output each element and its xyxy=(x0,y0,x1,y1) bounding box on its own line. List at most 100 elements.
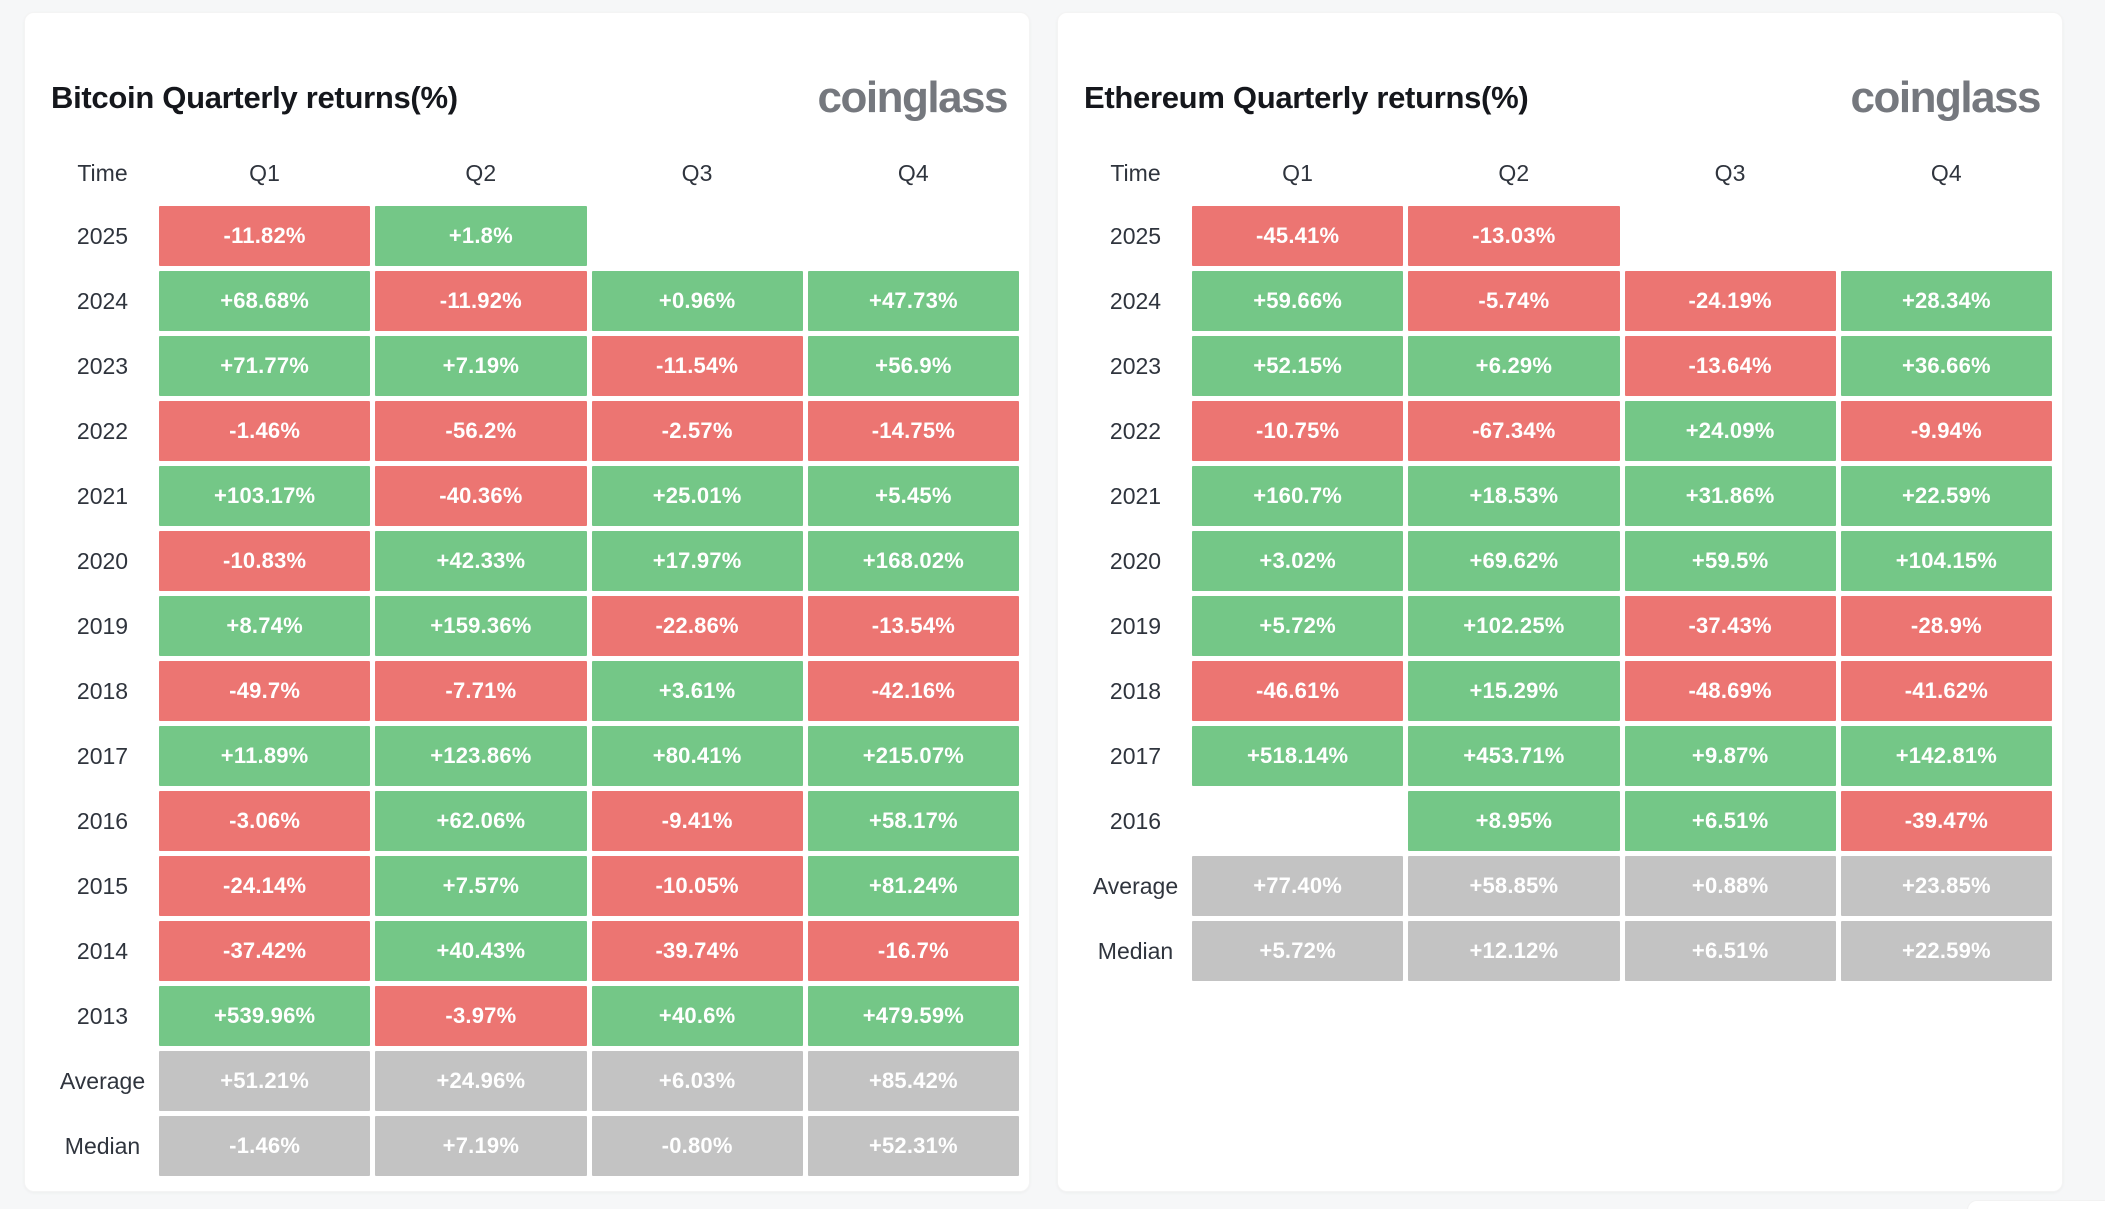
return-cell: -11.54% xyxy=(591,336,803,396)
row-label: 2024 xyxy=(76,287,129,314)
row-label: 2023 xyxy=(1109,352,1162,379)
return-cell: -39.47% xyxy=(1840,791,2052,851)
quarter-column-header: Q4 xyxy=(897,160,929,186)
return-cell: +24.09% xyxy=(1624,401,1836,461)
return-cell: +68.68% xyxy=(159,271,371,331)
empty-cell xyxy=(1192,791,1403,851)
return-cell: +31.86% xyxy=(1624,466,1836,526)
returns-table: Time Q1 Q2 Q3 Q4 2025 -45.41% -13.03% 2024 +59.66… xyxy=(1084,160,2052,986)
return-cell: +1.8% xyxy=(375,206,587,266)
header-row: Time Q1 Q2 Q3 Q4 xyxy=(51,160,1019,186)
return-cell: -7.71% xyxy=(375,661,587,721)
return-cell: -13.54% xyxy=(807,596,1019,656)
return-cell: +102.25% xyxy=(1408,596,1620,656)
return-cell: +58.17% xyxy=(807,791,1019,851)
quarter-column-header: Q3 xyxy=(681,160,713,186)
empty-cell xyxy=(808,206,1019,266)
empty-cell xyxy=(592,206,803,266)
return-cell: -48.69% xyxy=(1624,661,1836,721)
table-row: 2023 +71.77% +7.19% -11.54% +56.9% xyxy=(51,336,1019,396)
return-cell: -10.05% xyxy=(591,856,803,916)
returns-table: Time Q1 Q2 Q3 Q4 2025 -11.82% +1.8% 2024 +68.68% -… xyxy=(51,160,1019,1181)
return-cell: -9.94% xyxy=(1840,401,2052,461)
row-label: 2024 xyxy=(1109,287,1162,314)
row-label: Median xyxy=(64,1132,141,1159)
table-row: 2020 -10.83% +42.33% +17.97% +168.02% xyxy=(51,531,1019,591)
coinglass-logo: coinglass xyxy=(1850,73,2042,122)
return-cell: +8.74% xyxy=(159,596,371,656)
return-cell: +7.19% xyxy=(375,1116,587,1176)
row-label: Average xyxy=(1092,872,1179,899)
row-label: 2015 xyxy=(76,872,129,899)
return-cell: +103.17% xyxy=(159,466,371,526)
quarter-column-header: Q4 xyxy=(1930,160,1962,186)
table-row: 2022 -10.75% -67.34% +24.09% -9.94% xyxy=(1084,401,2052,461)
table-row: 2021 +160.7% +18.53% +31.86% +22.59% xyxy=(1084,466,2052,526)
row-label: 2022 xyxy=(76,417,129,444)
return-cell: -67.34% xyxy=(1408,401,1620,461)
row-label: 2022 xyxy=(1109,417,1162,444)
return-cell: -1.46% xyxy=(159,1116,371,1176)
return-cell: -3.97% xyxy=(375,986,587,1046)
table-row: 2021 +103.17% -40.36% +25.01% +5.45% xyxy=(51,466,1019,526)
row-label: 2016 xyxy=(1109,807,1162,834)
return-cell: -11.82% xyxy=(159,206,371,266)
card-header: Ethereum Quarterly returns(%) coinglass xyxy=(1084,73,2042,123)
return-cell: +12.12% xyxy=(1408,921,1620,981)
return-cell: -10.83% xyxy=(159,531,371,591)
return-cell: +22.59% xyxy=(1840,921,2052,981)
empty-cell xyxy=(1841,206,2052,266)
return-cell: +539.96% xyxy=(159,986,371,1046)
return-cell: +80.41% xyxy=(591,726,803,786)
return-cell: +24.96% xyxy=(375,1051,587,1111)
return-cell: -9.41% xyxy=(591,791,803,851)
return-cell: +36.66% xyxy=(1840,336,2052,396)
return-cell: -49.7% xyxy=(159,661,371,721)
quarter-column-header: Q2 xyxy=(1498,160,1530,186)
return-cell: +22.59% xyxy=(1840,466,2052,526)
return-cell: +28.34% xyxy=(1840,271,2052,331)
quarter-column-header: Q1 xyxy=(249,160,281,186)
table-row: 2024 +59.66% -5.74% -24.19% +28.34% xyxy=(1084,271,2052,331)
return-cell: +56.9% xyxy=(807,336,1019,396)
return-cell: +5.72% xyxy=(1192,921,1404,981)
return-cell: +81.24% xyxy=(807,856,1019,916)
table-row: 2016 +8.95% +6.51% -39.47% xyxy=(1084,791,2052,851)
card-header: Bitcoin Quarterly returns(%) coinglass xyxy=(51,73,1009,123)
return-cell: +0.96% xyxy=(591,271,803,331)
return-cell: +9.87% xyxy=(1624,726,1836,786)
return-cell: -40.36% xyxy=(375,466,587,526)
row-label: 2023 xyxy=(76,352,129,379)
return-cell: +52.31% xyxy=(807,1116,1019,1176)
return-cell: -45.41% xyxy=(1192,206,1404,266)
return-cell: +47.73% xyxy=(807,271,1019,331)
return-cell: -10.75% xyxy=(1192,401,1404,461)
return-cell: +6.51% xyxy=(1624,791,1836,851)
row-label: 2017 xyxy=(76,742,129,769)
return-cell: +77.40% xyxy=(1192,856,1404,916)
table-row: 2017 +518.14% +453.71% +9.87% +142.81% xyxy=(1084,726,2052,786)
table-row: 2019 +5.72% +102.25% -37.43% -28.9% xyxy=(1084,596,2052,656)
table-row: Median -1.46% +7.19% -0.80% +52.31% xyxy=(51,1116,1019,1176)
return-cell: -1.46% xyxy=(159,401,371,461)
table-row: 2020 +3.02% +69.62% +59.5% +104.15% xyxy=(1084,531,2052,591)
return-cell: -3.06% xyxy=(159,791,371,851)
return-cell: +104.15% xyxy=(1840,531,2052,591)
return-cell: +142.81% xyxy=(1840,726,2052,786)
return-cell: +85.42% xyxy=(807,1051,1019,1111)
return-cell: +3.61% xyxy=(591,661,803,721)
return-cell: +18.53% xyxy=(1408,466,1620,526)
bitcoin-returns-card: Bitcoin Quarterly returns(%) coinglass T… xyxy=(24,12,1030,1192)
table-row: Average +77.40% +58.85% +0.88% +23.85% xyxy=(1084,856,2052,916)
row-label: 2014 xyxy=(76,937,129,964)
return-cell: +159.36% xyxy=(375,596,587,656)
return-cell: +123.86% xyxy=(375,726,587,786)
table-row: 2017 +11.89% +123.86% +80.41% +215.07% xyxy=(51,726,1019,786)
row-label: 2016 xyxy=(76,807,129,834)
return-cell: +62.06% xyxy=(375,791,587,851)
row-label: 2018 xyxy=(76,677,129,704)
return-cell: +42.33% xyxy=(375,531,587,591)
return-cell: +59.5% xyxy=(1624,531,1836,591)
return-cell: +52.15% xyxy=(1192,336,1404,396)
